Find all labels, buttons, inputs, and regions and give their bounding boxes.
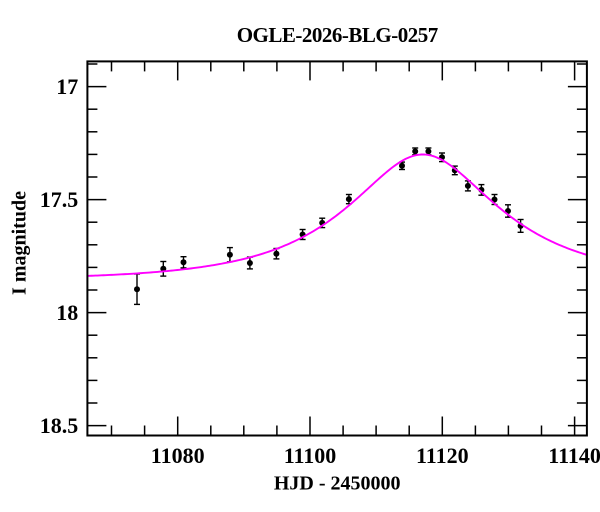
svg-text:I magnitude: I magnitude xyxy=(9,191,31,295)
svg-text:11100: 11100 xyxy=(284,443,337,468)
svg-text:17: 17 xyxy=(56,74,78,99)
svg-text:11140: 11140 xyxy=(548,443,600,468)
svg-text:11120: 11120 xyxy=(416,443,469,468)
svg-text:HJD - 2450000: HJD - 2450000 xyxy=(274,473,401,495)
svg-text:17.5: 17.5 xyxy=(40,187,79,212)
svg-text:18: 18 xyxy=(56,300,78,325)
svg-text:11080: 11080 xyxy=(151,443,205,468)
svg-text:OGLE-2026-BLG-0257: OGLE-2026-BLG-0257 xyxy=(237,23,438,47)
svg-text:18.5: 18.5 xyxy=(40,413,79,438)
